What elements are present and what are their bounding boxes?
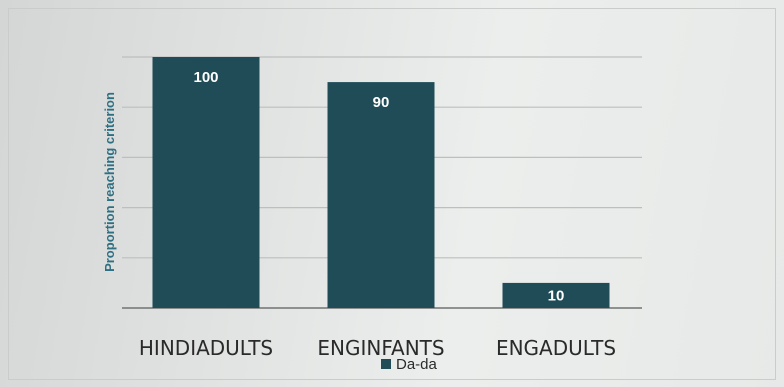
category-label: HINDIADULTS [139,336,273,360]
category-label: ENGADULTS [496,336,616,360]
data-label: 90 [373,94,390,111]
y-axis-label: Proportion reaching criterion [102,92,117,272]
data-label: 10 [548,287,565,304]
bar-hindiadults [152,57,260,308]
legend-swatch [381,359,391,369]
legend-label: Da-da [396,356,438,373]
category-label: ENGINFANTS [317,336,444,360]
category-labels: HINDIADULTS ENGINFANTS ENGADULTS [139,336,616,360]
bar-enginfants [327,82,435,308]
data-label: 100 [193,69,218,86]
bars: 100 90 10 [152,57,610,308]
legend: Da-da [381,356,438,373]
bar-engadults [502,282,610,308]
slide-frame [8,8,776,380]
